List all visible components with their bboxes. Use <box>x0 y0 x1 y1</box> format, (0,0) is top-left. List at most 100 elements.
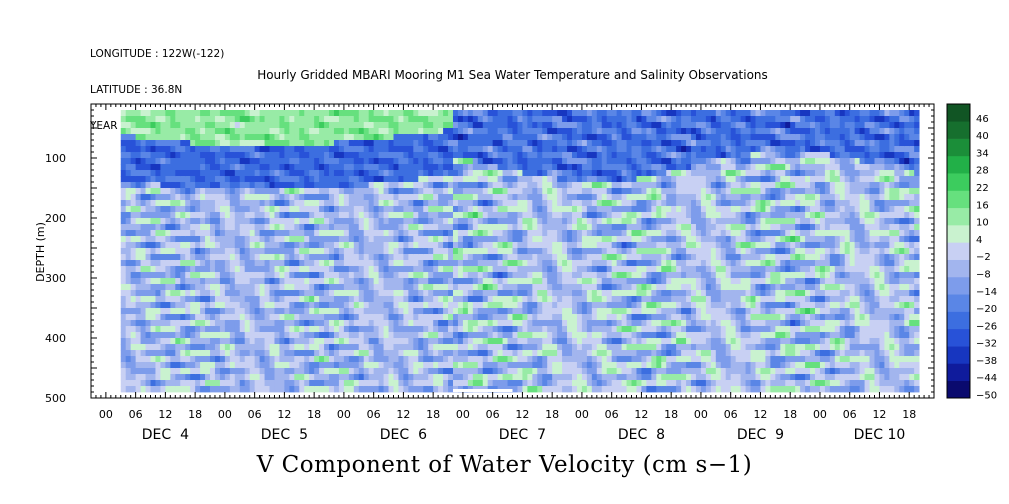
heatmap-cell <box>180 302 186 309</box>
heatmap-cell <box>388 188 394 195</box>
heatmap-cell <box>234 368 241 375</box>
heatmap-cell <box>631 206 637 213</box>
heatmap-cell <box>562 236 568 243</box>
heatmap-cell <box>497 338 503 345</box>
heatmap-cell <box>552 176 558 183</box>
heatmap-cell <box>413 248 419 255</box>
heatmap-cell <box>596 290 603 297</box>
heatmap-cell <box>512 128 518 135</box>
heatmap-cell <box>175 206 181 213</box>
heatmap-cell <box>576 314 583 321</box>
heatmap-cell <box>497 356 503 363</box>
heatmap-cell <box>621 242 627 249</box>
heatmap-cell <box>130 230 137 237</box>
heatmap-cell <box>338 368 345 375</box>
heatmap-cell <box>596 272 603 279</box>
heatmap-cell <box>175 254 181 261</box>
heatmap-cell <box>537 308 543 315</box>
heatmap-cell <box>135 380 141 387</box>
heatmap-cell <box>393 368 399 375</box>
heatmap-cell <box>145 326 151 333</box>
heatmap-cell <box>641 140 647 147</box>
heatmap-cell <box>443 224 449 231</box>
heatmap-cell <box>224 188 231 195</box>
heatmap-cell <box>423 200 429 207</box>
heatmap-cell <box>596 200 603 207</box>
heatmap-cell <box>641 116 647 123</box>
heatmap-cell <box>497 158 503 165</box>
heatmap-cell <box>304 170 310 177</box>
heatmap-cell <box>438 182 444 189</box>
heatmap-cell <box>338 290 345 297</box>
heatmap-cell <box>160 248 166 255</box>
heatmap-cell <box>224 362 231 369</box>
heatmap-cell <box>482 230 489 237</box>
heatmap-cell <box>210 206 216 213</box>
heatmap-cell <box>284 290 290 297</box>
heatmap-cell <box>502 170 508 177</box>
heatmap-cell <box>190 380 196 387</box>
heatmap-cell <box>641 326 647 333</box>
heatmap-cell <box>522 122 528 129</box>
heatmap-cell <box>289 212 295 219</box>
heatmap-cell <box>140 302 146 309</box>
heatmap-cell <box>165 380 171 387</box>
heatmap-cell <box>324 176 330 183</box>
heatmap-cell <box>542 146 548 153</box>
heatmap-cell <box>408 296 414 303</box>
heatmap-cell <box>418 356 424 363</box>
heatmap-cell <box>507 164 513 171</box>
heatmap-cell <box>477 128 484 135</box>
heatmap-cell <box>547 206 553 213</box>
heatmap-cell <box>140 254 146 261</box>
heatmap-cell <box>636 290 642 297</box>
heatmap-cell <box>631 164 637 171</box>
heatmap-cell <box>363 308 370 315</box>
heatmap-cell <box>443 326 449 333</box>
heatmap-cell <box>175 224 181 231</box>
heatmap-cell <box>423 182 429 189</box>
heatmap-cell <box>472 212 479 219</box>
heatmap-cell <box>527 140 533 147</box>
heatmap-cell <box>428 380 434 387</box>
heatmap-cell <box>190 284 196 291</box>
heatmap-cell <box>567 236 573 243</box>
heatmap-cell <box>329 260 335 267</box>
heatmap-cell <box>239 170 246 177</box>
heatmap-cell <box>219 200 226 207</box>
heatmap-cell <box>507 314 513 321</box>
heatmap-cell <box>621 206 627 213</box>
heatmap-cell <box>527 386 533 393</box>
heatmap-cell <box>368 350 375 357</box>
heatmap-cell <box>195 386 201 393</box>
heatmap-cell <box>616 308 622 315</box>
heatmap-cell <box>190 338 196 345</box>
heatmap-cell <box>299 218 305 225</box>
heatmap-cell <box>244 296 251 303</box>
heatmap-cell <box>195 308 201 315</box>
heatmap-cell <box>532 170 538 177</box>
heatmap-cell <box>314 182 320 189</box>
heatmap-cell <box>621 302 627 309</box>
heatmap-cell <box>333 272 340 279</box>
heatmap-cell <box>319 380 325 387</box>
heatmap-cell <box>636 242 642 249</box>
heatmap-cell <box>562 380 568 387</box>
heatmap-cell <box>611 206 618 213</box>
heatmap-cell <box>452 290 459 297</box>
heatmap-cell <box>160 158 166 165</box>
heatmap-cell <box>477 122 484 129</box>
heatmap-cell <box>200 332 206 339</box>
heatmap-cell <box>636 194 642 201</box>
heatmap-cell <box>289 182 295 189</box>
heatmap-cell <box>398 248 404 255</box>
heatmap-cell <box>581 326 588 333</box>
heatmap-cell <box>264 194 270 201</box>
heatmap-cell <box>567 218 573 225</box>
heatmap-cell <box>190 224 196 231</box>
heatmap-cell <box>363 206 370 213</box>
heatmap-cell <box>462 332 469 339</box>
heatmap-cell <box>507 308 513 315</box>
heatmap-cell <box>586 248 593 255</box>
heatmap-cell <box>160 284 166 291</box>
